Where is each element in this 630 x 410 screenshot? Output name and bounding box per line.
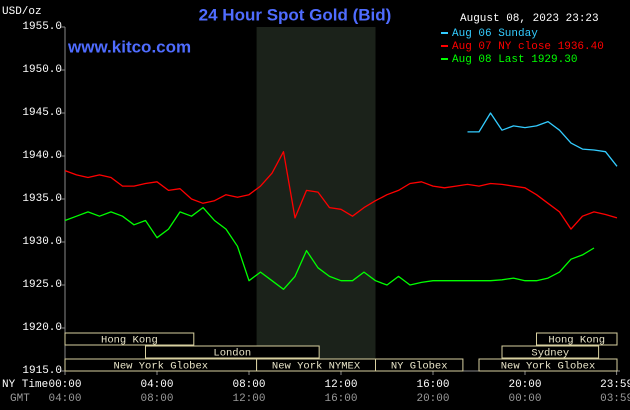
x-gmt-label: 16:00 [324, 393, 357, 405]
watermark: www.kitco.com [67, 37, 191, 56]
session-bar [64, 332, 195, 346]
session-label: Sydney [531, 347, 569, 359]
x-gmt-label: 20:00 [416, 393, 449, 405]
x-tick-label: 12:00 [324, 379, 357, 391]
x-tick-label: 16:00 [416, 379, 449, 391]
x-tick-label: 20:00 [508, 379, 541, 391]
chart-title: 24 Hour Spot Gold (Bid) [199, 5, 392, 24]
legend-label: Aug 06 Sunday [452, 28, 538, 40]
series-line [467, 112, 618, 167]
y-tick-label: 1940.0 [22, 150, 62, 162]
y-tick-label: 1920.0 [22, 322, 62, 334]
session-label: New York Globex [114, 360, 209, 372]
session-label: London [213, 347, 251, 359]
y-tick-label: 1945.0 [22, 107, 62, 119]
series-line [64, 206, 595, 290]
y-tick-label: 1930.0 [22, 236, 62, 248]
legend-label: Aug 07 NY close 1936.40 [452, 41, 604, 53]
series-line [64, 151, 618, 230]
session-label: New York Globex [501, 360, 596, 372]
x-tick-label: 23:59 [600, 379, 630, 391]
x-gmt-label: 03:59 [600, 393, 630, 405]
session-bar [536, 332, 618, 346]
x-gmt-label: 12:00 [232, 393, 265, 405]
session-shade [256, 27, 376, 371]
y-tick-label: 1915.0 [22, 365, 62, 377]
legend-label: Aug 08 Last 1929.30 [452, 54, 577, 66]
x-tick-label: 04:00 [140, 379, 173, 391]
session-bar [478, 358, 618, 372]
x-gmt-label: 04:00 [48, 393, 81, 405]
ny-time-label: NY Time [2, 379, 48, 391]
y-tick-label: 1955.0 [22, 21, 62, 33]
session-bar [145, 345, 320, 359]
session-label: Hong Kong [548, 334, 605, 346]
session-bar [501, 345, 600, 359]
session-label: New York NYMEX [272, 360, 361, 372]
y-axis-label: USD/oz [2, 6, 42, 18]
session-label: NY Globex [391, 360, 448, 372]
x-tick-label: 00:00 [48, 379, 81, 391]
y-tick-label: 1925.0 [22, 279, 62, 291]
y-tick-label: 1950.0 [22, 64, 62, 76]
y-tick-label: 1935.0 [22, 193, 62, 205]
shade-layer [256, 27, 376, 371]
session-label: Hong Kong [101, 334, 158, 346]
x-tick-label: 08:00 [232, 379, 265, 391]
timestamp: August 08, 2023 23:23 [460, 13, 599, 25]
session-bar [375, 358, 464, 372]
gmt-label: GMT [10, 393, 30, 405]
x-gmt-label: 00:00 [508, 393, 541, 405]
x-gmt-label: 08:00 [140, 393, 173, 405]
